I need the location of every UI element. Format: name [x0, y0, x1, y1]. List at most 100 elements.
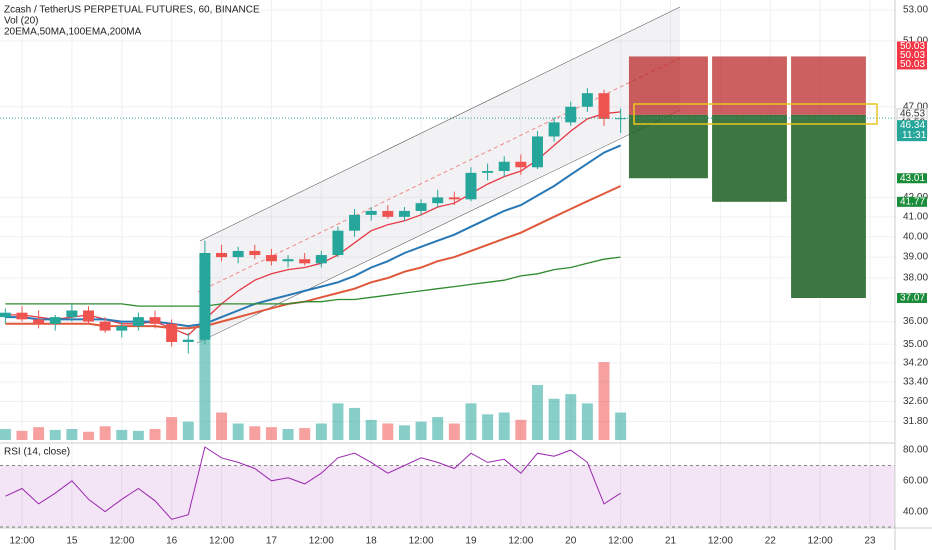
- candle-body: [49, 317, 61, 324]
- x-tick-label: 16: [166, 536, 178, 547]
- candle-body: [448, 197, 460, 200]
- volume-label: Vol (20): [4, 16, 38, 27]
- candle-body: [33, 319, 45, 324]
- target-zone: [791, 114, 866, 298]
- candle-body: [465, 172, 477, 200]
- volume-bar: [116, 429, 128, 440]
- ma-line: [5, 144, 621, 328]
- x-tick-label: 17: [266, 536, 278, 547]
- x-tick-label: 12:00: [209, 536, 234, 547]
- channel-upper-edge: [199, 6, 681, 242]
- volume-bar: [448, 423, 460, 440]
- volume-bar: [99, 426, 111, 440]
- rsi-line: [5, 446, 621, 520]
- candle-body: [216, 252, 228, 258]
- volume-bar: [498, 412, 510, 440]
- x-tick-label: 21: [665, 536, 677, 547]
- target-label-bg: [897, 173, 927, 184]
- y-tick-label: 36.00: [903, 316, 928, 327]
- stop-label: 50.03: [900, 50, 925, 61]
- volume-bar: [615, 412, 627, 440]
- candle-body: [0, 312, 11, 318]
- target-label-bg: [897, 292, 927, 303]
- volume-bar: [398, 425, 410, 440]
- volume-bar: [265, 427, 277, 440]
- volume-bar: [16, 430, 28, 440]
- volume-bar: [33, 427, 45, 440]
- candle-body: [332, 230, 344, 256]
- volume-bar: [432, 417, 444, 440]
- volume-bar: [166, 417, 178, 440]
- volume-bar: [565, 394, 577, 440]
- x-tick-label: 12:00: [109, 536, 134, 547]
- volume-bar: [182, 421, 194, 440]
- volume-bar: [66, 429, 78, 440]
- volume-bar: [83, 431, 94, 440]
- stop-label: 50.03: [900, 41, 925, 52]
- entry-zone: [633, 103, 878, 125]
- x-tick-label: 12:00: [608, 536, 633, 547]
- target-label: 43.01: [900, 173, 925, 184]
- stop-label-bg: [897, 50, 927, 61]
- target-zone: [712, 114, 787, 202]
- volume-bar: [332, 403, 344, 440]
- volume-bar: [465, 403, 477, 440]
- y-tick-label: 40.00: [903, 231, 928, 242]
- target-label: 37.07: [900, 293, 925, 304]
- volume-bar: [415, 421, 427, 440]
- y-tick-label: 39.00: [903, 252, 928, 263]
- stop-zone: [628, 56, 708, 115]
- candle-body: [282, 259, 294, 262]
- candle-body: [132, 317, 144, 327]
- last-price-label: 46.34: [900, 120, 925, 131]
- volume-bar: [548, 398, 560, 440]
- candle-body: [482, 170, 494, 173]
- candle-body: [116, 326, 128, 331]
- candle-body: [365, 210, 377, 215]
- stop-label: 50.03: [900, 59, 925, 70]
- x-tick-label: 20: [565, 536, 577, 547]
- x-tick-label: 12:00: [808, 536, 833, 547]
- y-tick-label: 34.20: [903, 358, 928, 369]
- x-tick-label: 12:00: [409, 536, 434, 547]
- volume-bar: [598, 362, 610, 440]
- volume-bar: [49, 429, 61, 440]
- volume-bar: [132, 430, 144, 440]
- candle-body: [548, 122, 560, 137]
- x-tick-label: 12:00: [508, 536, 533, 547]
- candle-body: [199, 252, 211, 340]
- ma-line: [5, 256, 621, 307]
- y-tick-label: 41.00: [903, 211, 928, 222]
- volume-bar: [216, 412, 228, 440]
- candle-body: [166, 323, 178, 342]
- x-tick-label: 22: [765, 536, 777, 547]
- volume-bar: [515, 419, 527, 440]
- rsi-tick-label: 40.00: [903, 506, 928, 517]
- candle-body: [432, 197, 444, 204]
- candle-body: [232, 250, 244, 258]
- candle-body: [349, 214, 361, 231]
- volume-bar: [382, 423, 394, 440]
- target-zone: [628, 114, 708, 179]
- candle-body: [515, 161, 527, 168]
- x-tick-label: 23: [864, 536, 876, 547]
- candle-body: [299, 259, 311, 264]
- candle-body: [415, 203, 427, 211]
- entry-label: 46.53: [900, 109, 925, 120]
- volume-bar: [149, 429, 161, 440]
- candle-body: [315, 255, 327, 264]
- candle-body: [16, 312, 28, 320]
- candle-body: [83, 310, 94, 322]
- x-tick-label: 19: [465, 536, 477, 547]
- stop-label-bg: [897, 59, 927, 70]
- y-tick-label: 33.40: [903, 377, 928, 388]
- volume-bar: [0, 429, 11, 440]
- volume-bar: [482, 414, 494, 440]
- x-tick-label: 12:00: [9, 536, 34, 547]
- countdown-label: 11:31: [902, 130, 927, 141]
- rsi-label: RSI (14, close): [4, 447, 70, 458]
- volume-bar: [299, 428, 311, 440]
- rsi-tick-label: 60.00: [903, 475, 928, 486]
- y-tick-label: 47.00: [903, 101, 928, 112]
